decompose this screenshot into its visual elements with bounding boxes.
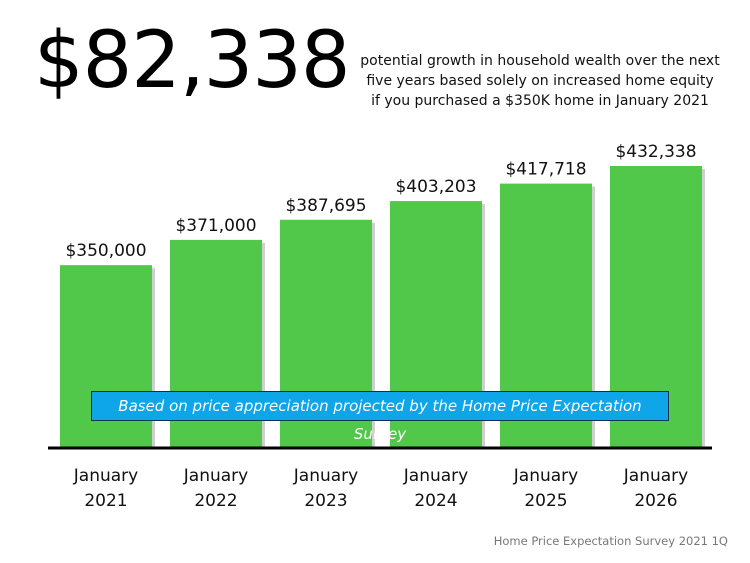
subtitle: potential growth in household wealth ove… [360, 51, 720, 111]
data-label: $432,338 [615, 142, 696, 162]
data-label: $350,000 [65, 241, 146, 261]
data-label: $371,000 [175, 216, 256, 236]
note-box: Based on price appreciation projected by… [91, 391, 669, 443]
headline-amount: $82,338 [34, 16, 351, 106]
x-tick-label: 2025 [524, 491, 567, 511]
x-tick-label: 2021 [84, 491, 127, 511]
data-label: $417,718 [505, 160, 586, 180]
x-tick-label: January [183, 466, 248, 486]
subtitle-line: if you purchased a $350K home in January… [371, 93, 709, 109]
x-tick-label: 2026 [634, 491, 677, 511]
x-tick-label: 2022 [194, 491, 237, 511]
x-tick-label: January [623, 466, 688, 486]
x-tick-label: January [403, 466, 468, 486]
subtitle-line: potential growth in household wealth ove… [360, 53, 720, 69]
x-tick-label: 2023 [304, 491, 347, 511]
x-tick-label: January [293, 466, 358, 486]
data-label: $403,203 [395, 177, 476, 197]
x-tick-label: 2024 [414, 491, 457, 511]
subtitle-line: five years based solely on increased hom… [366, 73, 714, 89]
x-tick-label: January [73, 466, 138, 486]
data-label: $387,695 [285, 196, 366, 216]
x-tick-label: January [513, 466, 578, 486]
source-text: Home Price Expectation Survey 2021 1Q [493, 534, 728, 548]
